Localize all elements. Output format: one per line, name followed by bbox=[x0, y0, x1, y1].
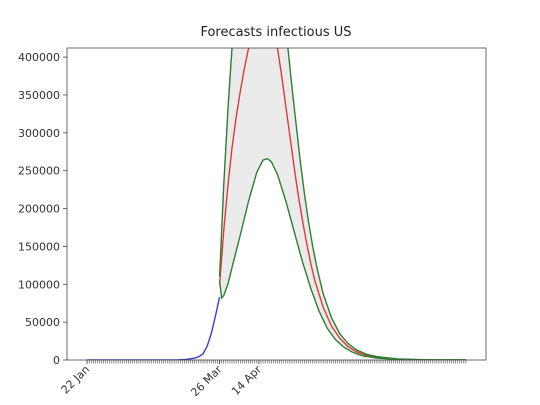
y-tick-label: 150000 bbox=[18, 240, 60, 253]
y-tick-label: 250000 bbox=[18, 165, 60, 178]
chart-title: Forecasts infectious US bbox=[200, 25, 351, 40]
forecast-band bbox=[219, 48, 466, 360]
x-tick-label: 14 Apr bbox=[229, 363, 264, 398]
series-line bbox=[87, 296, 221, 360]
y-tick-label: 350000 bbox=[18, 89, 60, 102]
y-tick-label: 300000 bbox=[18, 127, 60, 140]
plot-area bbox=[87, 48, 466, 360]
y-tick-label: 200000 bbox=[18, 203, 60, 216]
series-line bbox=[218, 157, 466, 360]
y-tick-label: 50000 bbox=[25, 316, 60, 329]
y-tick-label: 400000 bbox=[18, 51, 60, 64]
y-tick-label: 100000 bbox=[18, 278, 60, 291]
x-tick-label: 22 Jan bbox=[59, 363, 93, 397]
axes-frame bbox=[66, 47, 487, 361]
x-tick-label: 26 Mar bbox=[188, 363, 225, 400]
y-tick-label: 0 bbox=[53, 354, 60, 367]
